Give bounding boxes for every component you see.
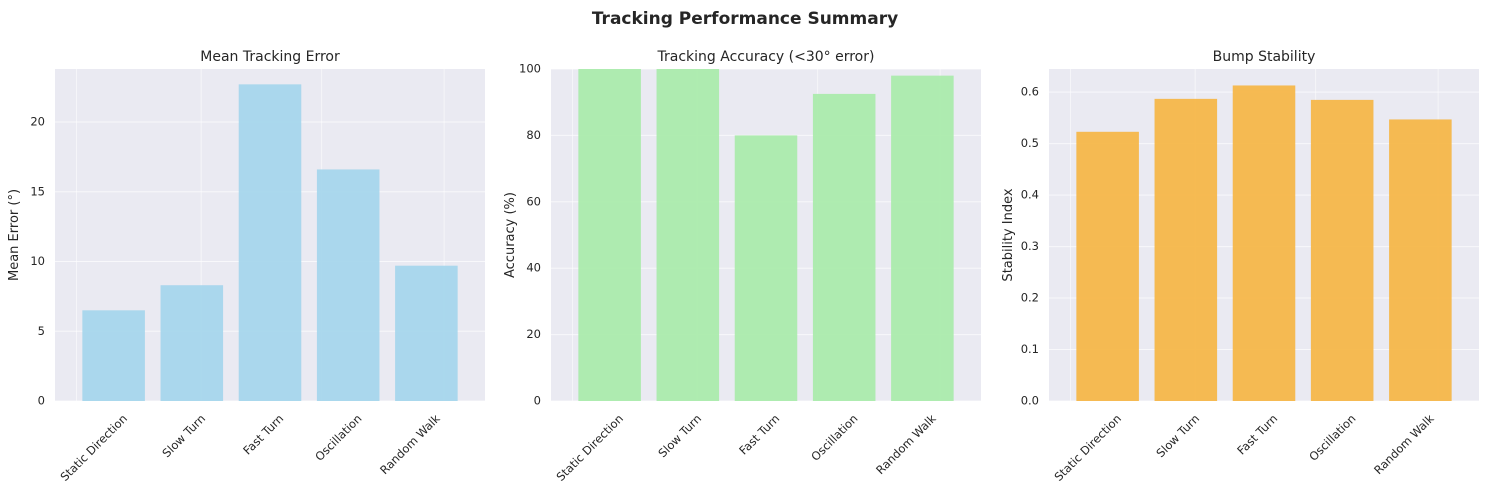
y-tick-label: 0.2 — [1021, 291, 1039, 305]
x-tick-label: Random Walk — [1371, 411, 1437, 477]
y-tick-label: 0 — [534, 394, 541, 408]
x-tick-label: Fast Turn — [240, 411, 286, 457]
bar-fast-turn — [238, 84, 302, 401]
bar-fast-turn — [734, 135, 798, 401]
chart-panel-3: Static Direction Slow Turn Fast Turn Oscill… — [1001, 49, 1479, 484]
y-tick-label: 0.0 — [1021, 394, 1039, 408]
y-tick-label: 0.1 — [1021, 342, 1039, 356]
x-tick-label: Slow Turn — [1153, 411, 1202, 460]
y-tick-label: 80 — [526, 128, 541, 142]
y-tick-label: 60 — [526, 194, 541, 208]
x-tick-label: Oscillation — [1306, 411, 1358, 463]
x-tick-label: Static Direction — [1051, 411, 1123, 483]
y-tick-label: 15 — [30, 184, 45, 198]
bar-static-direction — [578, 69, 641, 401]
y-tick-label: 0.4 — [1021, 188, 1039, 202]
y-axis-label: Mean Error (°) — [7, 189, 22, 281]
x-tick-label: Static Direction — [57, 411, 129, 483]
bar-static-direction — [1076, 131, 1139, 401]
y-tick-label: 10 — [30, 254, 45, 268]
bar-static-direction — [82, 310, 145, 401]
figure-title: Tracking Performance Summary — [592, 9, 898, 29]
x-tick-label: Random Walk — [873, 411, 939, 477]
bar-oscillation — [812, 93, 876, 402]
x-tick-label: Static Direction — [553, 411, 625, 483]
chart-panel-1: Static Direction Slow Turn Fast Turn Oscill… — [7, 49, 485, 484]
chart-title: Tracking Accuracy (<30° error) — [657, 49, 875, 65]
x-tick-label: Slow Turn — [159, 411, 208, 460]
y-tick-label: 0 — [38, 394, 45, 408]
chart-panel-2: Static Direction Slow Turn Fast Turn Oscill… — [503, 49, 981, 484]
x-tick-label: Slow Turn — [655, 411, 704, 460]
y-tick-label: 0.5 — [1021, 136, 1039, 150]
bar-random-walk — [395, 265, 458, 401]
y-tick-label: 40 — [526, 261, 541, 275]
y-tick-label: 20 — [526, 327, 541, 341]
bar-slow-turn — [656, 69, 720, 401]
bar-slow-turn — [1154, 98, 1218, 402]
y-axis-label: Accuracy (%) — [503, 192, 518, 278]
chart-title: Mean Tracking Error — [200, 49, 340, 65]
y-tick-label: 5 — [38, 324, 45, 338]
x-tick-label: Random Walk — [377, 411, 443, 477]
x-tick-label: Fast Turn — [1234, 411, 1280, 457]
x-tick-label: Fast Turn — [736, 411, 782, 457]
bar-random-walk — [891, 75, 954, 401]
bar-oscillation — [316, 169, 380, 401]
bar-oscillation — [1310, 99, 1374, 401]
chart-panels: Static Direction Slow Turn Fast Turn Oscill… — [7, 49, 1479, 484]
x-tick-label: Oscillation — [808, 411, 860, 463]
bar-fast-turn — [1232, 85, 1296, 402]
y-tick-label: 100 — [519, 62, 541, 76]
bar-random-walk — [1389, 119, 1452, 401]
x-tick-label: Oscillation — [312, 411, 364, 463]
y-tick-label: 20 — [30, 115, 45, 129]
bar-slow-turn — [160, 285, 224, 401]
y-tick-label: 0.3 — [1021, 239, 1039, 253]
y-axis-label: Stability Index — [1001, 188, 1016, 281]
chart-title: Bump Stability — [1213, 49, 1316, 65]
y-tick-label: 0.6 — [1021, 85, 1039, 99]
